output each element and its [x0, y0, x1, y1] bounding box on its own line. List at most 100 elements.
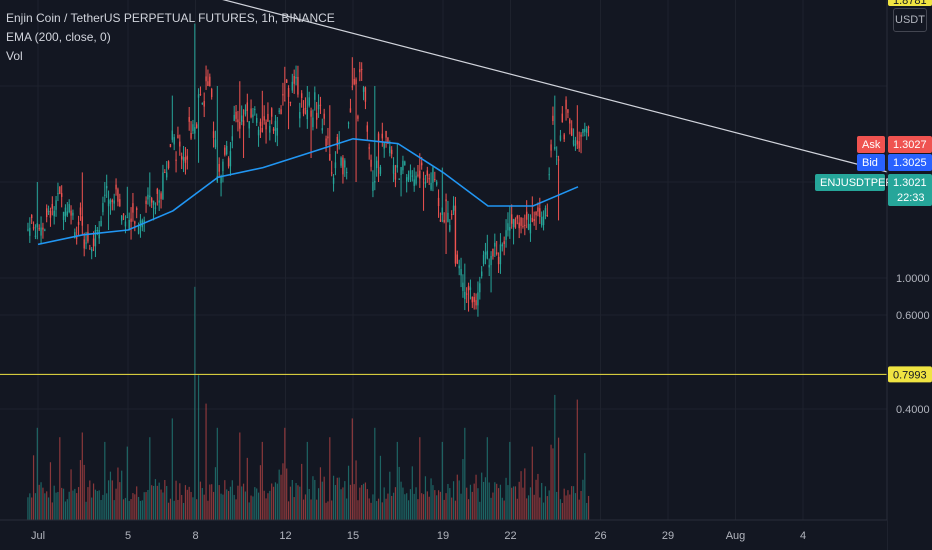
candle-body	[432, 167, 434, 183]
volume-bar	[441, 441, 443, 520]
countdown-label: 22:33	[897, 192, 925, 204]
candle-body	[450, 213, 453, 215]
volume-bar	[392, 492, 395, 520]
candle-body	[295, 76, 297, 79]
candle-body	[154, 207, 157, 209]
volume-bar	[100, 500, 102, 520]
volume-bar	[426, 491, 428, 520]
time-tick-label: 15	[347, 530, 359, 542]
candle-body	[227, 158, 230, 167]
volume-bar	[94, 489, 97, 520]
volume-bar	[302, 499, 305, 520]
candle-body	[394, 173, 397, 180]
candle-body	[270, 108, 273, 117]
volume-bar	[317, 488, 320, 520]
volume-bar	[141, 500, 143, 520]
volume-bar	[572, 486, 575, 520]
volume-bar	[381, 502, 383, 520]
candle-body	[345, 172, 348, 174]
volume-bar	[186, 489, 188, 520]
candle-body	[467, 285, 470, 291]
volume-bar	[102, 494, 104, 520]
price-label-tag	[857, 136, 885, 153]
volume-bar	[443, 499, 445, 520]
candle-body	[212, 131, 215, 138]
candle-body	[375, 160, 378, 169]
price-axis[interactable]: 1.60001.20001.00000.60000.40001.87810.79…	[886, 0, 932, 550]
volume-bar	[310, 499, 312, 520]
candle-body	[94, 230, 97, 247]
trendline-layer[interactable]	[0, 0, 888, 173]
volume-bar	[364, 482, 367, 520]
candle-body	[59, 186, 61, 194]
volume-bar	[332, 475, 335, 520]
candle-body	[195, 124, 198, 128]
candle-body	[68, 204, 70, 212]
volume-bar	[205, 403, 207, 520]
legend-title[interactable]: Enjin Coin / TetherUS PERPETUAL FUTURES,…	[6, 11, 335, 25]
candle-body	[529, 223, 532, 234]
candle-body	[109, 200, 112, 204]
volume-bar	[304, 494, 307, 520]
candle-body	[359, 69, 361, 73]
candle-body	[441, 207, 444, 215]
volume-bar	[376, 501, 378, 520]
candle-body	[312, 117, 314, 128]
volume-bar	[342, 487, 344, 520]
volume-bar	[518, 481, 520, 520]
top-clipped-badge	[888, 0, 932, 6]
price-label-tag	[857, 154, 885, 171]
candle-body	[340, 157, 342, 166]
volume-bar	[338, 477, 340, 520]
candle-body	[225, 145, 228, 155]
candle-body	[130, 218, 132, 222]
candle-body	[34, 235, 37, 237]
candle-body	[164, 172, 166, 174]
candle-body	[344, 160, 346, 168]
volume-bar	[70, 469, 72, 520]
volume-bar	[226, 489, 228, 520]
candle-body	[265, 122, 267, 130]
candle-body	[197, 94, 200, 98]
candle-body	[439, 219, 442, 222]
volume-bar	[244, 491, 247, 520]
volume-bar	[34, 493, 37, 520]
candle-body	[158, 200, 160, 203]
candle-body	[104, 194, 106, 196]
candle-body	[83, 239, 85, 249]
legend-vol[interactable]: Vol	[6, 49, 23, 63]
candle-body	[203, 101, 205, 107]
volume-bar	[359, 487, 361, 520]
candle-body	[565, 99, 567, 110]
price-tick-label: 1.0000	[896, 273, 930, 285]
price-label-badge	[888, 136, 932, 153]
volume-bar	[404, 494, 406, 520]
candle-body	[321, 128, 324, 131]
volume-bar	[51, 502, 53, 520]
candle-body	[45, 208, 48, 218]
candle-body	[47, 210, 50, 212]
currency-unit-button[interactable]: USDT	[893, 8, 927, 32]
candle-body	[362, 87, 365, 92]
time-tick-label: 19	[437, 530, 449, 542]
time-axis[interactable]: Jul 5 8 12 15 19 22 26 29 Aug 4	[0, 519, 887, 550]
candle-body	[514, 219, 517, 228]
candle-body	[220, 176, 222, 184]
candle-body	[319, 104, 322, 106]
volume-bar	[265, 498, 267, 520]
candle-body	[27, 229, 29, 231]
volume-bar	[571, 486, 573, 520]
candle-body	[413, 179, 415, 186]
candle-body	[269, 125, 271, 133]
volume-bar	[211, 484, 213, 520]
volume-bar	[124, 497, 127, 520]
candle-body	[480, 271, 483, 277]
legend-ema[interactable]: EMA (200, close, 0)	[6, 30, 111, 44]
volume-bar	[145, 492, 147, 520]
candle-body	[192, 124, 194, 131]
candle-body	[169, 144, 172, 148]
volume-bar	[96, 491, 98, 520]
volume-bar	[87, 487, 89, 520]
volume-bar	[207, 500, 209, 520]
